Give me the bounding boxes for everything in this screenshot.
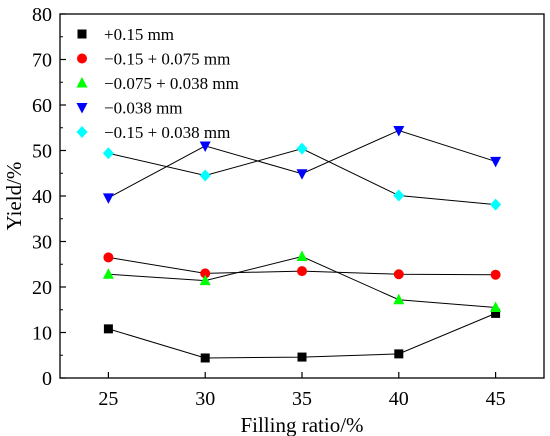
tick-labels: 25 30 35 40 45 0 10 20 30 40 50 60 70 80 — [32, 4, 506, 410]
data-point — [102, 193, 114, 204]
data-point — [296, 142, 308, 155]
y-tick-label: 50 — [32, 141, 52, 163]
y-tick-label: 80 — [32, 4, 52, 26]
data-point — [490, 301, 502, 312]
data-point — [490, 198, 502, 211]
series-line — [108, 255, 496, 308]
data-point — [199, 274, 211, 286]
data-point — [490, 156, 502, 168]
legend-label: +0.15 mm — [104, 25, 174, 44]
x-tick-label: 40 — [389, 388, 409, 410]
legend: +0.15 mm −0.15 + 0.075 mm −0.075 + 0.038 m… — [76, 25, 239, 142]
data-point — [490, 269, 501, 280]
data-point — [297, 266, 307, 277]
series-markers — [102, 125, 502, 363]
y-tick-label: 60 — [32, 95, 52, 117]
y-axis-label: Yield/% — [2, 162, 26, 231]
x-tick-label: 25 — [98, 388, 118, 410]
data-point — [491, 308, 501, 318]
series-line — [108, 312, 496, 359]
legend-marker — [76, 77, 88, 88]
data-point — [393, 293, 405, 305]
data-point — [102, 147, 114, 160]
data-point — [103, 252, 114, 263]
data-point — [297, 352, 307, 362]
data-point — [296, 169, 308, 180]
y-tick-label: 30 — [32, 232, 52, 254]
legend-marker — [76, 126, 88, 138]
legend-label: −0.15 + 0.075 mm — [104, 50, 230, 69]
data-point — [393, 269, 404, 280]
x-tick-label: 30 — [195, 388, 215, 410]
data-point — [393, 125, 405, 137]
legend-label: −0.075 + 0.038 mm — [104, 74, 239, 93]
data-point — [394, 349, 404, 359]
y-tick-label: 10 — [32, 323, 52, 345]
legend-label: −0.15 + 0.038 mm — [104, 123, 230, 142]
data-point — [199, 141, 211, 152]
data-point — [393, 189, 405, 202]
axis-ticks — [60, 13, 497, 379]
y-tick-label: 20 — [32, 277, 52, 299]
data-point — [103, 324, 113, 334]
series-lines — [108, 129, 496, 359]
data-point — [200, 353, 210, 363]
legend-marker — [77, 53, 87, 64]
y-tick-label: 0 — [42, 368, 52, 390]
data-point — [200, 268, 211, 279]
data-point — [296, 250, 308, 262]
x-axis-label: Filling ratio/% — [240, 413, 363, 436]
x-tick-label: 35 — [292, 388, 312, 410]
y-tick-label: 70 — [32, 50, 52, 72]
data-point — [199, 169, 211, 182]
legend-marker — [76, 103, 88, 114]
x-tick-label: 45 — [486, 388, 506, 410]
legend-marker — [77, 29, 87, 39]
y-tick-label: 40 — [32, 186, 52, 208]
legend-label: −0.038 mm — [104, 99, 183, 118]
data-point — [102, 268, 114, 279]
